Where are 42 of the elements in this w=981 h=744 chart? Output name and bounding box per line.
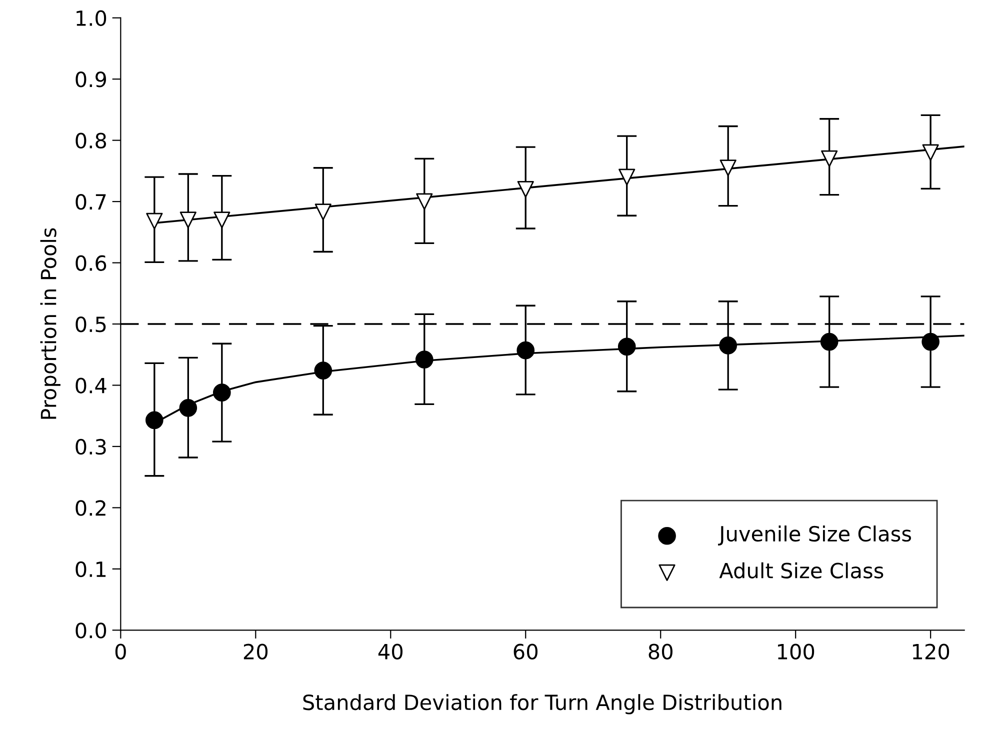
point bbox=[618, 338, 636, 356]
point bbox=[719, 336, 738, 354]
y-tick-label: 0.6 bbox=[76, 255, 106, 271]
x-axis-title: Standard Deviation for Turn Angle Distribution bbox=[303, 694, 782, 714]
point bbox=[922, 144, 939, 161]
y-tick-label: 0.8 bbox=[76, 132, 106, 149]
point bbox=[214, 212, 230, 228]
point bbox=[618, 168, 636, 186]
y-tick-label: 0.0 bbox=[76, 622, 106, 638]
point bbox=[314, 362, 332, 380]
point bbox=[179, 398, 198, 417]
legend-label: Juvenile Size Class bbox=[718, 526, 912, 546]
y-tick-label: 0.9 bbox=[76, 72, 106, 88]
point bbox=[922, 332, 940, 351]
point bbox=[820, 332, 838, 351]
y-tick-label: 0.4 bbox=[76, 378, 106, 394]
y-tick-label: 0.1 bbox=[76, 561, 106, 578]
point bbox=[416, 193, 433, 210]
x-tick-label: 120 bbox=[912, 644, 950, 660]
y-tick-label: 0.5 bbox=[76, 316, 106, 332]
y-tick-label: 0.3 bbox=[76, 438, 106, 455]
x-tick-label: 60 bbox=[514, 644, 538, 660]
y-axis-title: Proportion in Pools bbox=[40, 228, 60, 419]
legend-label: Adult Size Class bbox=[719, 562, 884, 578]
point bbox=[517, 181, 534, 198]
y-tick-label: 1.0 bbox=[76, 10, 106, 26]
y-tick-label: 0.7 bbox=[76, 194, 106, 210]
point bbox=[516, 341, 535, 360]
point bbox=[415, 350, 434, 368]
point bbox=[146, 411, 164, 430]
x-tick-label: 0 bbox=[115, 644, 126, 660]
point bbox=[212, 384, 231, 402]
point bbox=[821, 150, 838, 167]
point bbox=[314, 204, 332, 220]
x-tick-label: 100 bbox=[778, 644, 814, 660]
y-tick-label: 0.2 bbox=[76, 500, 106, 516]
point bbox=[146, 212, 163, 230]
x-tick-label: 20 bbox=[244, 644, 268, 660]
x-tick-label: 40 bbox=[378, 644, 403, 660]
x-tick-label: 80 bbox=[648, 644, 672, 660]
point bbox=[720, 160, 736, 176]
point bbox=[180, 212, 196, 228]
